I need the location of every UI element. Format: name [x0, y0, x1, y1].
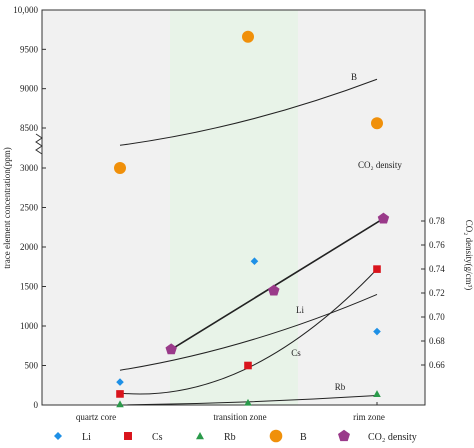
data-point-codensity: [377, 212, 390, 224]
right-axis-ticks: 0.66 0.68 0.70 0.72 0.74 0.76 0.78: [421, 216, 445, 370]
right-tick-label: 0.68: [429, 336, 445, 346]
data-point-codensity: [165, 343, 177, 355]
x-tick-label: rim zone: [353, 412, 385, 422]
legend-marker-li: [54, 432, 62, 440]
zone-band-3: [298, 10, 425, 405]
zone-backgrounds: [42, 10, 425, 405]
legend-label: B: [300, 432, 307, 443]
legend-label: Cs: [152, 432, 163, 443]
trend-line-label: Cs: [291, 348, 301, 358]
data-points: [114, 30, 390, 408]
trend-line-label: CO₂ density: [358, 160, 402, 170]
trend-line-b: [119, 78, 378, 146]
legend-marker-codensity: [338, 429, 350, 442]
left-tick-label: 9000: [20, 84, 39, 94]
legend-label: Li: [82, 432, 91, 443]
data-point-b: [114, 162, 126, 174]
right-axis-title: CO₂ density(g/cm³): [464, 220, 474, 291]
trend-line-labels: B CO₂ density Li Cs Rb: [291, 72, 402, 392]
right-tick-label: 0.76: [429, 240, 445, 250]
x-tick-label: quartz core: [76, 412, 116, 422]
right-tick-label: 0.78: [429, 216, 445, 226]
zone-band-2: [170, 10, 298, 405]
right-tick-label: 0.66: [429, 360, 445, 370]
left-tick-label: 10,000: [13, 5, 38, 15]
data-point-cs: [373, 265, 381, 273]
left-axis-title: trace element concentration(ppm): [2, 147, 12, 268]
data-point-cs: [244, 361, 252, 370]
data-point-b: [242, 30, 254, 43]
right-tick-label: 0.70: [429, 312, 445, 322]
data-point-cs: [116, 390, 124, 398]
left-tick-label: 8500: [20, 123, 39, 133]
left-tick-label: 500: [25, 361, 39, 371]
legend-label: Rb: [224, 432, 236, 443]
left-tick-label: 2500: [20, 203, 39, 213]
legend-marker-rb: [196, 432, 204, 440]
right-tick-label: 0.74: [429, 264, 445, 274]
data-point-li: [373, 327, 381, 336]
trend-line-label: Rb: [335, 382, 346, 392]
left-tick-label: 0: [34, 400, 39, 410]
legend: Li Cs Rb B CO₂ density: [54, 429, 417, 443]
trend-line-label: B: [351, 72, 357, 82]
data-point-codensity: [268, 284, 280, 296]
left-tick-label: 1000: [20, 321, 39, 331]
data-point-rb: [373, 390, 381, 397]
left-axis-ticks: 0 500 1000 1500 2000 2500 3000 8500 9000 9500 10,0…: [13, 5, 46, 410]
left-tick-label: 1500: [20, 282, 39, 292]
left-tick-label: 2000: [20, 242, 39, 252]
data-point-li: [250, 257, 259, 266]
data-point-rb: [116, 400, 124, 408]
legend-marker-b: [269, 429, 283, 443]
trend-line-label: Li: [296, 305, 304, 315]
zone-band-1: [42, 10, 170, 405]
left-tick-label: 9500: [20, 44, 39, 54]
axis-break-mark: [35, 133, 43, 155]
trend-line-li: [119, 293, 378, 371]
data-point-li: [116, 378, 124, 386]
data-point-b: [371, 117, 383, 130]
x-tick-label: transition zone: [213, 412, 266, 422]
right-tick-label: 0.72: [429, 288, 445, 298]
legend-marker-cs: [124, 432, 132, 440]
data-point-rb: [244, 398, 252, 406]
legend-label: CO₂ density: [368, 432, 417, 443]
trend-line-codensity: [170, 217, 384, 351]
left-tick-label: 3000: [20, 163, 39, 173]
